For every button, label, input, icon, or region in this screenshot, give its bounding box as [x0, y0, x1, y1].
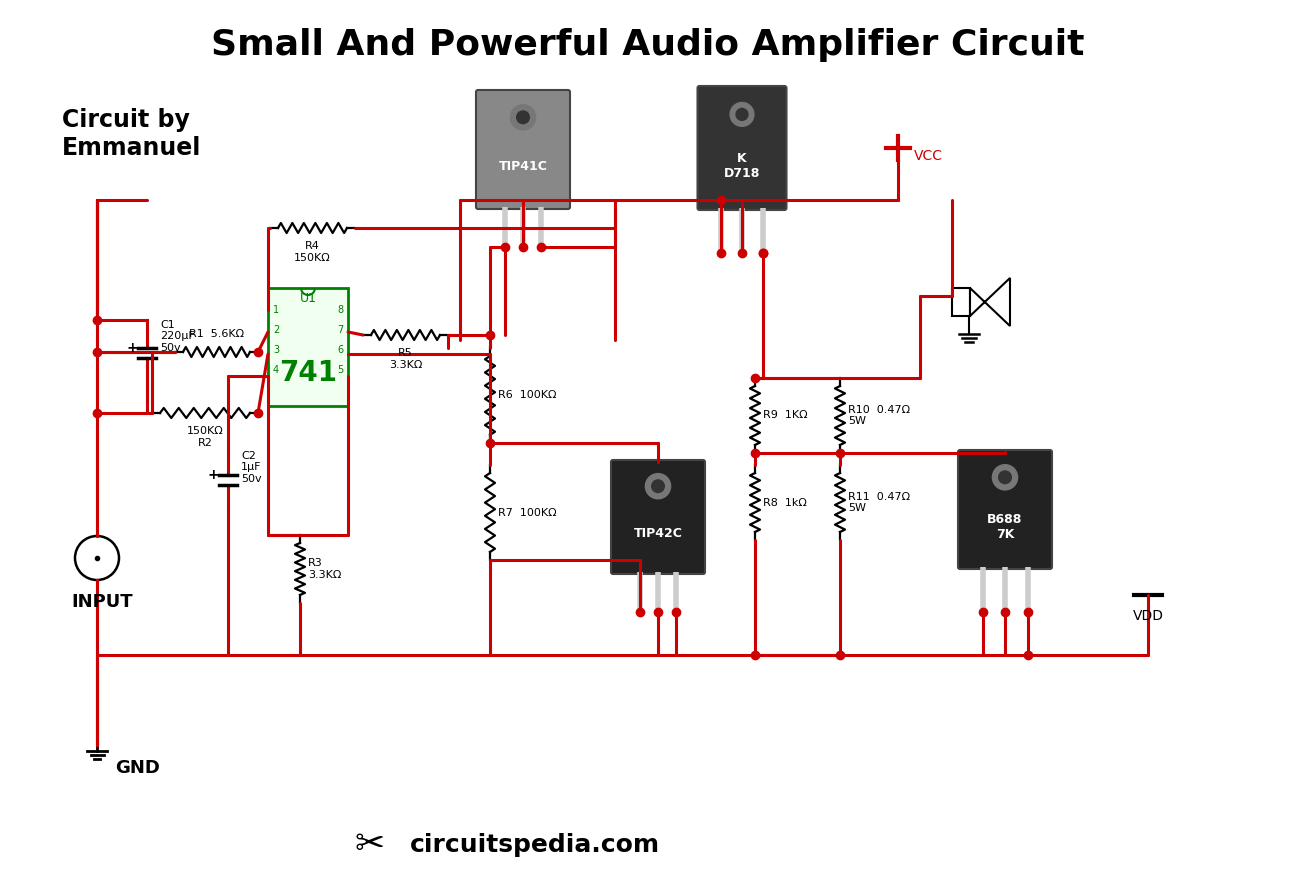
Text: INPUT: INPUT [71, 593, 133, 611]
Text: VCC: VCC [914, 149, 943, 163]
FancyBboxPatch shape [958, 450, 1052, 569]
FancyBboxPatch shape [268, 288, 348, 406]
FancyBboxPatch shape [611, 460, 704, 574]
Text: 741: 741 [278, 359, 337, 387]
Text: 150KΩ
R2: 150KΩ R2 [186, 426, 223, 447]
Circle shape [730, 103, 754, 126]
Text: R9  1KΩ: R9 1KΩ [763, 410, 808, 420]
Text: GND: GND [115, 759, 159, 777]
Text: 5: 5 [337, 365, 343, 375]
Text: TIP42C: TIP42C [633, 527, 682, 540]
Text: 7: 7 [337, 325, 343, 335]
Text: C1
220μF
50v: C1 220μF 50v [161, 319, 194, 353]
Text: +: + [126, 340, 137, 354]
Text: TIP41C: TIP41C [499, 160, 548, 174]
Circle shape [998, 471, 1011, 483]
Text: K
D718: K D718 [724, 152, 760, 180]
Circle shape [645, 474, 671, 499]
Bar [952, 288, 970, 316]
Text: 8: 8 [337, 305, 343, 315]
Text: circuitspedia.com: circuitspedia.com [411, 833, 660, 857]
FancyBboxPatch shape [477, 90, 570, 209]
Text: Circuit by
Emmanuel: Circuit by Emmanuel [62, 108, 202, 160]
Text: Small And Powerful Audio Amplifier Circuit: Small And Powerful Audio Amplifier Circu… [211, 28, 1084, 62]
Text: 2: 2 [273, 325, 280, 335]
Text: R4
150KΩ: R4 150KΩ [294, 241, 332, 262]
Text: 6: 6 [337, 345, 343, 355]
Text: R3
3.3KΩ: R3 3.3KΩ [308, 558, 342, 580]
Text: R11  0.47Ω
5W: R11 0.47Ω 5W [848, 492, 910, 513]
Text: 1: 1 [273, 305, 280, 315]
Circle shape [651, 480, 664, 493]
Text: +: + [207, 468, 219, 482]
Text: B688
7K: B688 7K [987, 513, 1023, 541]
Circle shape [510, 104, 536, 130]
Circle shape [517, 111, 530, 124]
Text: R10  0.47Ω
5W: R10 0.47Ω 5W [848, 404, 910, 426]
Polygon shape [970, 278, 1010, 326]
Text: R6  100KΩ: R6 100KΩ [499, 390, 557, 401]
Circle shape [992, 465, 1018, 490]
Text: 4: 4 [273, 365, 280, 375]
Text: R5
3.3KΩ: R5 3.3KΩ [388, 348, 422, 369]
Circle shape [736, 109, 749, 120]
Text: 3: 3 [273, 345, 280, 355]
Text: ✂: ✂ [355, 828, 385, 862]
Text: R8  1kΩ: R8 1kΩ [763, 497, 807, 508]
FancyBboxPatch shape [698, 86, 786, 210]
Text: U1: U1 [299, 291, 316, 304]
Text: R1  5.6KΩ: R1 5.6KΩ [189, 329, 243, 339]
Text: VDD: VDD [1133, 609, 1163, 623]
Text: R7  100KΩ: R7 100KΩ [499, 508, 557, 517]
Text: C2
1μF
50v: C2 1μF 50v [241, 451, 262, 484]
